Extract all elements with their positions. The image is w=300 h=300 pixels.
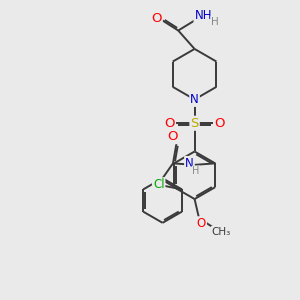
Text: O: O xyxy=(168,130,178,143)
Text: N: N xyxy=(185,157,194,170)
Text: O: O xyxy=(197,217,206,230)
Text: O: O xyxy=(151,12,162,25)
Text: S: S xyxy=(190,117,199,130)
Text: O: O xyxy=(214,117,225,130)
Text: CH₃: CH₃ xyxy=(212,227,231,237)
Text: O: O xyxy=(164,117,175,130)
Text: NH: NH xyxy=(194,9,212,22)
Text: Cl: Cl xyxy=(153,178,164,191)
Text: N: N xyxy=(190,93,199,106)
Text: H: H xyxy=(211,16,219,27)
Text: H: H xyxy=(192,167,200,176)
